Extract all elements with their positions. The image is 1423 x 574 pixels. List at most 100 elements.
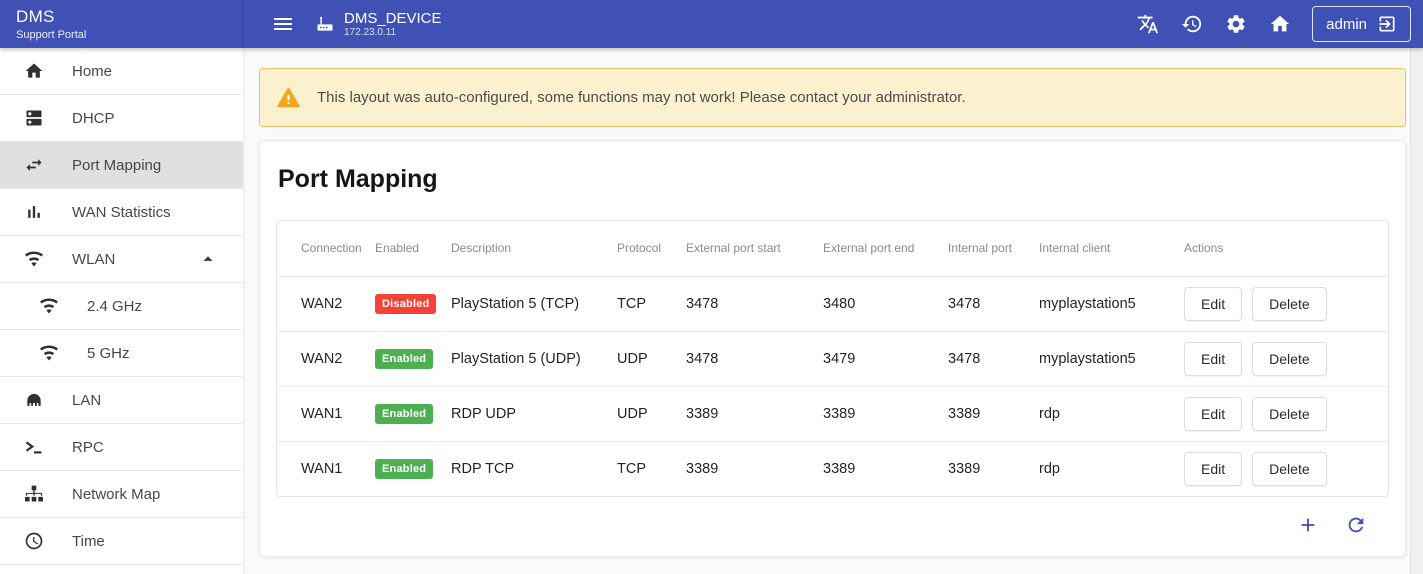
cell-ext-port-start: 3389 bbox=[686, 440, 823, 496]
sidebar-item-label: 5 GHz bbox=[87, 344, 130, 362]
device-texts: DMS_DEVICE 172.23.0.11 bbox=[344, 10, 442, 39]
status-badge: Disabled bbox=[375, 293, 437, 314]
refresh-button[interactable] bbox=[1345, 514, 1367, 536]
cell-ext-port-end: 3479 bbox=[823, 330, 948, 386]
warning-icon bbox=[276, 85, 301, 110]
chevron-up-icon bbox=[197, 248, 219, 270]
warning-alert: This layout was auto-configured, some fu… bbox=[259, 68, 1406, 127]
sidebar-item-label: Time bbox=[72, 532, 105, 550]
cell-protocol: TCP bbox=[617, 275, 686, 331]
top-toolbar: DMS_DEVICE 172.23.0.11 admin bbox=[243, 0, 1423, 48]
sidebar-item-dhcp[interactable]: DHCP bbox=[0, 95, 243, 142]
sidebar-item-lan[interactable]: LAN bbox=[0, 377, 243, 424]
port-mapping-table: Connection Enabled Description Protocol … bbox=[276, 220, 1389, 497]
cell-connection: WAN1 bbox=[277, 440, 375, 496]
cell-connection: WAN1 bbox=[277, 385, 375, 441]
column-header: Actions bbox=[1184, 241, 1224, 256]
port-mapping-card: Port Mapping Connection Enabled Descript… bbox=[259, 140, 1406, 557]
logout-icon bbox=[1377, 14, 1397, 34]
cell-int-port: 3389 bbox=[948, 385, 1039, 441]
cell-int-client: rdp bbox=[1039, 440, 1184, 496]
column-header: Enabled bbox=[375, 241, 420, 256]
admin-button[interactable]: admin bbox=[1312, 6, 1411, 42]
sidebar-item-time[interactable]: Time bbox=[0, 518, 243, 565]
wifi-icon bbox=[24, 249, 45, 269]
cell-int-port: 3478 bbox=[948, 275, 1039, 331]
edit-button[interactable]: Edit bbox=[1184, 451, 1243, 486]
cell-protocol: UDP bbox=[617, 330, 686, 386]
sidebar-item-wan-statistics[interactable]: WAN Statistics bbox=[0, 189, 243, 236]
edit-button[interactable]: Edit bbox=[1184, 341, 1243, 376]
cell-protocol: UDP bbox=[617, 385, 686, 441]
cell-int-port: 3478 bbox=[948, 330, 1039, 386]
hamburger-icon bbox=[271, 12, 295, 36]
brand-title: DMS bbox=[16, 7, 55, 26]
settings-button[interactable] bbox=[1214, 2, 1258, 46]
admin-button-label: admin bbox=[1326, 15, 1367, 33]
clock-icon bbox=[24, 531, 45, 551]
warning-alert-text: This layout was auto-configured, some fu… bbox=[317, 89, 966, 106]
sidebar-item-home[interactable]: Home bbox=[0, 48, 243, 95]
cell-description: RDP UDP bbox=[451, 385, 617, 441]
home-icon bbox=[1269, 13, 1291, 35]
status-badge: Enabled bbox=[375, 348, 434, 369]
cell-int-port: 3389 bbox=[948, 440, 1039, 496]
column-header: Protocol bbox=[617, 241, 662, 256]
translate-button[interactable] bbox=[1126, 2, 1170, 46]
wifi-icon bbox=[39, 296, 60, 316]
sidebar-item-label: RPC bbox=[72, 438, 104, 456]
device-ip: 172.23.0.11 bbox=[344, 26, 397, 38]
main-content: This layout was auto-configured, some fu… bbox=[243, 48, 1423, 574]
brand-subtitle: Support Portal bbox=[16, 29, 87, 41]
swap-horizontal-icon bbox=[24, 155, 45, 175]
sidebar-item-port-mapping[interactable]: Port Mapping bbox=[0, 142, 243, 189]
table-row: WAN2 Disabled PlayStation 5 (TCP) TCP 34… bbox=[277, 275, 1388, 331]
terminal-icon bbox=[24, 437, 45, 457]
sidebar-item-rpc[interactable]: RPC bbox=[0, 424, 243, 471]
cell-description: PlayStation 5 (TCP) bbox=[451, 275, 617, 331]
sidebar-item-label: Port Mapping bbox=[72, 156, 162, 174]
delete-button[interactable]: Delete bbox=[1252, 286, 1327, 321]
sidebar-item-5-ghz[interactable]: 5 GHz bbox=[0, 330, 243, 377]
status-badge: Enabled bbox=[375, 403, 434, 424]
router-icon bbox=[315, 14, 335, 34]
cell-ext-port-end: 3389 bbox=[823, 440, 948, 496]
table-header-row: Connection Enabled Description Protocol … bbox=[277, 221, 1388, 276]
cell-ext-port-start: 3478 bbox=[686, 275, 823, 331]
translate-icon bbox=[1137, 13, 1159, 35]
table-row: WAN1 Enabled RDP TCP TCP 3389 3389 3389 … bbox=[277, 440, 1388, 496]
sidebar-item-network-map[interactable]: Network Map bbox=[0, 471, 243, 518]
cell-ext-port-start: 3389 bbox=[686, 385, 823, 441]
add-button[interactable] bbox=[1297, 514, 1319, 536]
table-row: WAN1 Enabled RDP UDP UDP 3389 3389 3389 … bbox=[277, 385, 1388, 441]
sidebar-item-label: LAN bbox=[72, 391, 102, 409]
table-footer bbox=[276, 497, 1389, 542]
scrollbar-track[interactable] bbox=[1410, 48, 1423, 574]
edit-button[interactable]: Edit bbox=[1184, 396, 1243, 431]
brand: DMS Support Portal bbox=[0, 0, 243, 48]
cell-int-client: rdp bbox=[1039, 385, 1184, 441]
cell-description: PlayStation 5 (UDP) bbox=[451, 330, 617, 386]
cell-int-client: myplaystation5 bbox=[1039, 275, 1184, 331]
edit-button[interactable]: Edit bbox=[1184, 286, 1243, 321]
status-badge: Enabled bbox=[375, 458, 434, 479]
sidebar-item-label: Home bbox=[72, 62, 113, 80]
sidebar-item-label: WLAN bbox=[72, 250, 116, 268]
wifi-icon bbox=[39, 343, 60, 363]
sidebar-item-wlan[interactable]: WLAN bbox=[0, 236, 243, 283]
cell-ext-port-start: 3478 bbox=[686, 330, 823, 386]
sidebar-item-2-4-ghz[interactable]: 2.4 GHz bbox=[0, 283, 243, 330]
app-bar: DMS Support Portal DMS_DEVICE 172.23.0.1… bbox=[0, 0, 1423, 48]
cell-protocol: TCP bbox=[617, 440, 686, 496]
menu-button[interactable] bbox=[261, 2, 305, 46]
cell-ext-port-end: 3389 bbox=[823, 385, 948, 441]
network-tree-icon bbox=[24, 484, 45, 504]
delete-button[interactable]: Delete bbox=[1252, 396, 1327, 431]
home-icon bbox=[24, 61, 45, 81]
delete-button[interactable]: Delete bbox=[1252, 451, 1327, 486]
column-header: Internal port bbox=[948, 241, 1013, 256]
home-button[interactable] bbox=[1258, 2, 1302, 46]
gear-icon bbox=[1225, 13, 1247, 35]
history-button[interactable] bbox=[1170, 2, 1214, 46]
delete-button[interactable]: Delete bbox=[1252, 341, 1327, 376]
